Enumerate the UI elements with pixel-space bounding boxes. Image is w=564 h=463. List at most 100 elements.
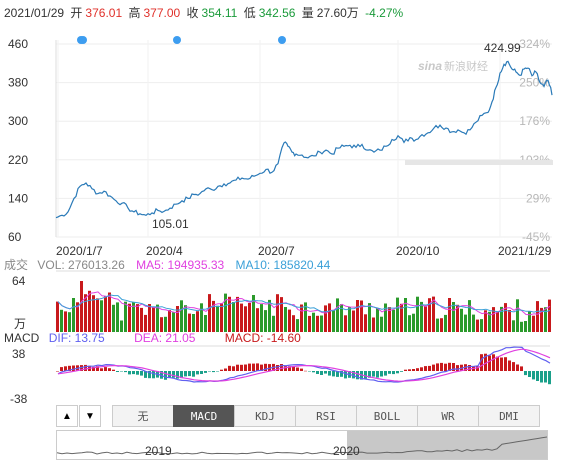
event-marker-dot[interactable] bbox=[173, 36, 181, 44]
min-price-label: 105.01 bbox=[152, 217, 189, 231]
event-markers[interactable] bbox=[77, 36, 286, 44]
macd-histogram-bar bbox=[456, 365, 459, 371]
volume-bar bbox=[56, 301, 59, 332]
macd-histogram-bar bbox=[84, 364, 87, 371]
macd-histogram-bar bbox=[532, 371, 535, 380]
macd-histogram-bar bbox=[100, 368, 103, 371]
macd-histogram-bar bbox=[500, 357, 503, 371]
macd-histogram-bar bbox=[424, 366, 427, 371]
navigator-selection[interactable] bbox=[347, 431, 547, 459]
volume-bar bbox=[272, 315, 275, 332]
volume-bar bbox=[516, 299, 519, 332]
macd-histogram-bar bbox=[452, 363, 455, 371]
volume-bar bbox=[148, 304, 151, 332]
macd-histogram-bar bbox=[284, 366, 287, 371]
macd-histogram-bar bbox=[444, 363, 447, 371]
tab-wr[interactable]: WR bbox=[417, 405, 479, 427]
volume-bar bbox=[192, 314, 195, 332]
price-line bbox=[55, 60, 553, 219]
macd-histogram-bar bbox=[164, 371, 167, 380]
volume-bar bbox=[144, 314, 147, 332]
volume-bar bbox=[452, 302, 455, 332]
volume-bar bbox=[380, 316, 383, 332]
volume-chart[interactable]: 64 万 bbox=[0, 270, 564, 334]
range-navigator[interactable]: 2019 2020 bbox=[56, 430, 548, 460]
volume-bar bbox=[408, 315, 411, 332]
y-tick-label: 60 bbox=[8, 230, 22, 244]
volume-bar bbox=[448, 298, 451, 332]
macd-histogram-bar bbox=[540, 371, 543, 383]
high-label: 高 bbox=[128, 6, 141, 20]
macd-histogram-bar bbox=[412, 369, 415, 371]
macd-bottom-tick: -38 bbox=[10, 392, 28, 405]
volume-unit: 万 bbox=[14, 317, 26, 331]
volume-bar bbox=[372, 317, 375, 332]
volume-bar bbox=[344, 315, 347, 332]
volume-bar bbox=[508, 310, 511, 332]
volume-bar bbox=[152, 307, 155, 332]
volume-bar bbox=[504, 303, 507, 332]
tab-none[interactable]: 无 bbox=[112, 405, 174, 427]
volume-label: 量 bbox=[301, 6, 314, 20]
volume-bar bbox=[260, 304, 263, 332]
dea-value: DEA: 21.05 bbox=[134, 331, 196, 345]
macd-histogram-bar bbox=[304, 370, 307, 372]
navigator-year-2020: 2020 bbox=[333, 444, 360, 458]
volume-bar bbox=[264, 310, 267, 332]
event-marker-dot[interactable] bbox=[79, 36, 87, 44]
macd-histogram-bar bbox=[428, 365, 431, 371]
macd-histogram-bar bbox=[276, 365, 279, 371]
volume-bar bbox=[132, 302, 135, 332]
macd-histogram-bar bbox=[244, 364, 247, 371]
tab-boll[interactable]: BOLL bbox=[356, 405, 418, 427]
volume-bar bbox=[196, 311, 199, 332]
macd-histogram-bar bbox=[372, 371, 375, 377]
macd-histogram-bar bbox=[316, 371, 319, 374]
volume-bar bbox=[368, 303, 371, 332]
volume-bar bbox=[108, 292, 111, 332]
macd-chart[interactable]: 38 -38 bbox=[0, 345, 564, 405]
event-marker-dot[interactable] bbox=[278, 36, 286, 44]
tab-rsi[interactable]: RSI bbox=[295, 405, 357, 427]
volume-bar bbox=[360, 300, 363, 332]
macd-histogram-bar bbox=[320, 371, 323, 375]
high-value: 377.00 bbox=[143, 6, 181, 20]
macd-histogram-bar bbox=[132, 371, 135, 375]
volume-bar bbox=[84, 294, 87, 332]
macd-histogram-bar bbox=[200, 371, 203, 374]
volume-bar bbox=[296, 319, 299, 332]
tab-macd[interactable]: MACD bbox=[173, 405, 235, 427]
percent-tick-label: 324% bbox=[519, 37, 550, 51]
volume-bar bbox=[336, 298, 339, 332]
volume-bar bbox=[64, 311, 67, 332]
triangle-down-icon: ▼ bbox=[85, 410, 95, 422]
navigator-chart[interactable]: 2019 2020 bbox=[56, 431, 548, 459]
volume-bar bbox=[140, 307, 143, 332]
tab-dmi[interactable]: DMI bbox=[478, 405, 540, 427]
x-tick-label: 2020/10 bbox=[396, 244, 440, 258]
macd-histogram-bar bbox=[292, 366, 295, 371]
volume-bar bbox=[512, 320, 515, 332]
macd-histogram-bar bbox=[380, 371, 383, 377]
zoom-out-button[interactable]: ▼ bbox=[79, 405, 101, 427]
x-tick-label: 2020/7 bbox=[258, 244, 295, 258]
price-y-axis: 460 380 300 220 140 60 bbox=[8, 37, 28, 244]
macd-histogram-bar bbox=[376, 371, 379, 378]
indicator-toolbar: ▲ ▼ 无 MACD KDJ RSI BOLL WR DMI bbox=[56, 405, 540, 427]
y-tick-label: 220 bbox=[8, 153, 28, 167]
volume-bar bbox=[60, 309, 63, 332]
volume-bar bbox=[68, 312, 71, 332]
macd-histogram-bar bbox=[120, 371, 123, 372]
volume-bar bbox=[244, 306, 247, 332]
volume-bar bbox=[216, 305, 219, 332]
macd-histogram-bar bbox=[520, 366, 523, 371]
navigator-year-2019: 2019 bbox=[145, 444, 172, 458]
macd-histogram-bar bbox=[252, 363, 255, 371]
volume-bar bbox=[304, 302, 307, 332]
zoom-in-button[interactable]: ▲ bbox=[56, 405, 78, 427]
macd-histogram-bar bbox=[476, 366, 479, 371]
volume-bar bbox=[168, 310, 171, 332]
tab-kdj[interactable]: KDJ bbox=[234, 405, 296, 427]
macd-histogram-bar bbox=[340, 371, 343, 377]
